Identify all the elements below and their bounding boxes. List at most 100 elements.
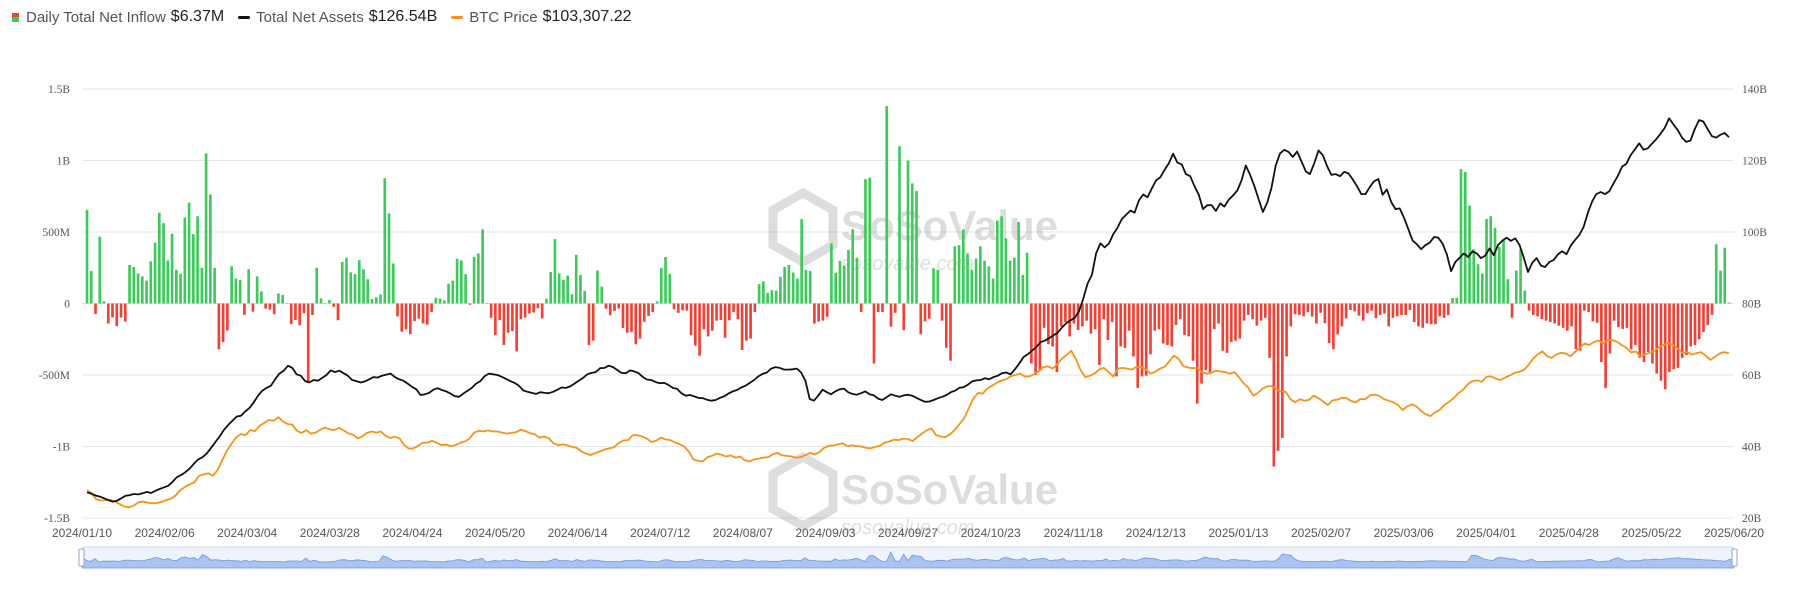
inflow-bar <box>1323 303 1327 324</box>
inflow-bar <box>319 298 323 304</box>
inflow-bar <box>872 303 876 364</box>
inflow-bar <box>1195 303 1199 404</box>
watermark-brand: SoSoValue <box>841 466 1058 513</box>
inflow-bar <box>1655 303 1659 374</box>
inflow-bar <box>106 303 110 324</box>
legend-item-assets[interactable]: Total Net Assets $126.54B <box>238 8 437 26</box>
inflow-bar <box>779 276 782 304</box>
inflow-bar <box>808 271 812 304</box>
inflow-bar <box>834 272 838 304</box>
inflow-bar <box>693 303 697 346</box>
inflow-bar <box>800 219 803 304</box>
inflow-bar <box>770 290 774 304</box>
y-left-tick-label: -500M <box>39 370 70 382</box>
legend-assets-label: Total Net Assets <box>256 8 364 26</box>
inflow-bar <box>1557 303 1561 326</box>
inflow-bar <box>481 229 484 304</box>
inflow-bar <box>1115 303 1118 377</box>
inflow-bar <box>528 303 531 314</box>
inflow-bar <box>1000 216 1003 304</box>
inflow-bar <box>970 269 974 304</box>
inflow-bar <box>179 273 182 304</box>
inflow-bar <box>936 269 940 304</box>
inflow-bar <box>617 303 621 309</box>
inflow-bar <box>902 303 906 331</box>
inflow-bar <box>949 303 952 361</box>
inflow-bar <box>294 303 297 320</box>
watermark-brand: SoSoValue <box>841 202 1058 249</box>
inflow-bar <box>1672 303 1676 370</box>
inflow-bar <box>111 303 114 318</box>
y-right-tick-label: 100B <box>1742 227 1767 239</box>
inflow-bar <box>1085 303 1088 321</box>
inflow-bar <box>1298 303 1301 315</box>
inflow-bar <box>1429 303 1433 325</box>
inflow-bar <box>1638 303 1641 358</box>
inflow-bar <box>1408 303 1412 310</box>
inflow-bar <box>438 298 442 304</box>
inflow-bar <box>1004 238 1008 304</box>
inflow-bar <box>1123 303 1127 348</box>
inflow-bar <box>451 280 455 304</box>
inflow-bar <box>1680 303 1684 358</box>
x-tick-label: 2024/10/23 <box>961 526 1021 540</box>
y-right-tick-label: 80B <box>1742 299 1762 311</box>
inflow-bar <box>1642 303 1646 363</box>
inflow-bar <box>166 260 170 304</box>
inflow-bar <box>247 269 250 304</box>
inflow-bar <box>685 303 689 311</box>
inflow-bar <box>1570 303 1573 327</box>
inflow-bar <box>153 242 157 304</box>
inflow-bar <box>340 262 344 304</box>
x-tick-label: 2025/03/06 <box>1374 526 1434 540</box>
inflow-bar <box>1510 303 1514 318</box>
inflow-bar <box>1208 303 1212 373</box>
navigator-right-handle[interactable] <box>1731 548 1738 567</box>
inflow-bar <box>655 301 659 304</box>
inflow-bar <box>689 303 693 336</box>
legend-item-inflow[interactable]: Daily Total Net Inflow $6.37M <box>12 8 224 26</box>
inflow-bar <box>1574 303 1578 350</box>
inflow-bar <box>1349 303 1352 310</box>
inflow-bar <box>1174 303 1178 325</box>
inflow-bar <box>221 303 225 343</box>
inflow-bar <box>813 303 816 324</box>
inflow-bar <box>570 294 574 304</box>
total-net-assets-line <box>86 117 1730 503</box>
inflow-bar <box>1059 303 1063 327</box>
inflow-bar <box>549 272 552 304</box>
inflow-bar <box>1255 303 1259 326</box>
inflow-bar <box>1034 303 1037 375</box>
inflow-bar <box>1178 303 1182 320</box>
inflow-bar <box>1144 303 1148 376</box>
inflow-bar <box>1378 303 1382 315</box>
inflow-bar <box>1276 303 1280 451</box>
legend-item-btc[interactable]: BTC Price $103,307.22 <box>451 8 632 26</box>
inflow-bar <box>502 303 506 345</box>
inflow-bar <box>379 294 382 304</box>
navigator-left-handle[interactable] <box>78 548 85 567</box>
inflow-bar <box>885 106 889 304</box>
inflow-bar <box>574 254 578 304</box>
inflow-bar <box>315 267 319 304</box>
inflow-bars <box>85 106 1731 467</box>
inflow-bar <box>1272 303 1276 467</box>
legend-inflow-label: Daily Total Net Inflow <box>26 8 166 26</box>
inflow-bar <box>281 294 285 304</box>
inflow-bar <box>1591 303 1595 322</box>
inflow-bar <box>345 257 348 304</box>
inflow-bar <box>200 267 204 304</box>
inflow-bar <box>238 279 242 304</box>
inflow-bar <box>1008 260 1012 304</box>
range-navigator[interactable] <box>78 546 1738 569</box>
x-tick-label: 2024/08/07 <box>713 526 773 540</box>
inflow-bar <box>1306 303 1310 313</box>
inflow-bar <box>1459 169 1463 304</box>
inflow-bar <box>1625 303 1629 328</box>
legend-inflow-value: $6.37M <box>170 8 225 25</box>
inflow-bar <box>1600 303 1603 363</box>
inflow-bar <box>1532 303 1535 315</box>
inflow-bar <box>1434 303 1437 325</box>
sosovalue-logo-icon <box>768 451 838 532</box>
